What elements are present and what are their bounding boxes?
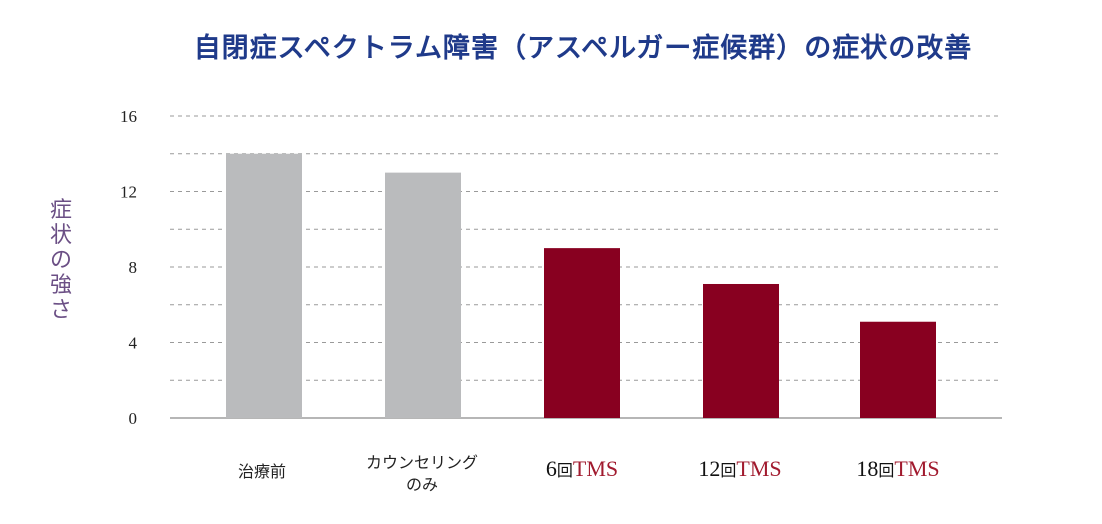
bar-4 bbox=[860, 321, 936, 418]
tms12-count: 12 bbox=[698, 456, 721, 481]
category-label-tms12: 12回TMS bbox=[650, 458, 830, 482]
category-label-tms18: 18回TMS bbox=[808, 458, 988, 482]
y-tick-label: 16 bbox=[120, 107, 137, 126]
category-label-before: 治療前 bbox=[237, 462, 286, 481]
bar-3 bbox=[703, 283, 779, 418]
tms18-count: 18 bbox=[856, 456, 879, 481]
category-label-counseling: カウンセリング のみ bbox=[365, 453, 478, 494]
y-tick-label: 8 bbox=[129, 258, 138, 277]
y-tick-label: 12 bbox=[120, 183, 137, 202]
bar-1 bbox=[385, 172, 461, 418]
tms12-word: TMS bbox=[736, 456, 782, 481]
y-axis-label: 症状の強さ bbox=[49, 198, 72, 323]
tms18-word: TMS bbox=[894, 456, 940, 481]
tms12-unit: 回 bbox=[720, 461, 737, 480]
tms6-unit: 回 bbox=[556, 461, 573, 480]
bar-0 bbox=[226, 153, 302, 418]
tms18-unit: 回 bbox=[878, 461, 895, 480]
y-tick-label: 0 bbox=[129, 409, 138, 428]
chart-title: 自閉症スペクトラム障害（アスペルガー症候群）の症状の改善 bbox=[193, 33, 973, 64]
category-label-tms6: 6回TMS bbox=[492, 458, 672, 482]
tms6-word: TMS bbox=[572, 456, 619, 481]
bar-2 bbox=[544, 248, 620, 418]
tms6-count: 6 bbox=[545, 456, 557, 481]
y-tick-label: 4 bbox=[129, 334, 138, 353]
